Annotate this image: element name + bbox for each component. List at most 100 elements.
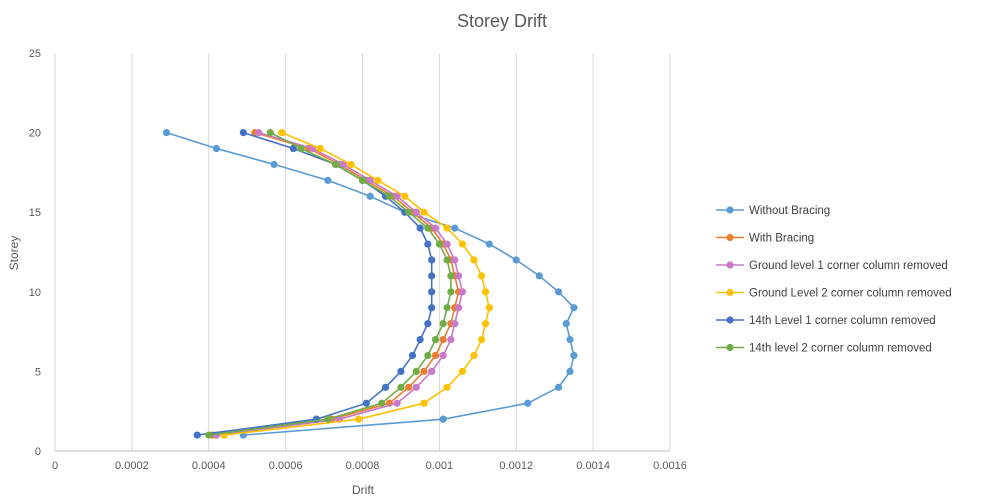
series-line: [224, 131, 491, 436]
data-point: [439, 415, 447, 423]
y-axis-label: Storey: [7, 236, 21, 271]
data-point: [535, 272, 543, 280]
data-point: [331, 160, 340, 169]
legend-label: Ground level 1 corner column removed: [749, 260, 948, 272]
data-point: [485, 304, 493, 312]
data-point: [554, 383, 563, 391]
data-point: [481, 320, 490, 328]
data-point: [278, 129, 286, 137]
data-point: [420, 208, 428, 216]
data-point: [443, 256, 451, 264]
data-point: [458, 240, 467, 248]
data-point: [424, 224, 432, 232]
legend: Without Bracing With Bracing Ground level …: [716, 205, 952, 355]
data-point: [447, 272, 455, 280]
x-tick-label: 0.0006: [269, 460, 303, 472]
data-point: [439, 351, 447, 360]
x-tick-label: 0.0004: [192, 460, 226, 472]
data-point: [424, 240, 432, 248]
grid-lines: [54, 53, 671, 452]
data-point: [401, 192, 409, 200]
data-point: [570, 304, 578, 312]
data-point: [266, 129, 274, 137]
data-point: [316, 144, 324, 153]
legend-item: 14th Level 1 corner column removed: [716, 315, 936, 327]
data-point: [428, 367, 436, 375]
data-point: [366, 176, 374, 184]
data-point: [428, 304, 436, 312]
y-tick-label: 10: [29, 287, 41, 299]
data-point: [412, 208, 420, 216]
data-point: [439, 335, 447, 344]
data-point: [289, 144, 297, 153]
legend-item: 14th level 2 corner column removed: [716, 343, 932, 355]
data-point: [431, 351, 440, 360]
data-point: [405, 383, 413, 391]
x-tick-label: 0.0014: [576, 460, 610, 472]
data-point: [397, 367, 405, 375]
data-point: [378, 399, 386, 407]
data-point: [424, 351, 432, 360]
x-tick-label: 0: [52, 460, 58, 472]
data-point: [435, 240, 443, 248]
data-point: [416, 224, 424, 232]
data-point: [347, 160, 355, 169]
data-point: [485, 240, 493, 248]
data-point: [270, 160, 278, 169]
data-point: [443, 304, 451, 312]
data-point: [339, 160, 347, 169]
x-axis-ticks: 0 0.0002 0.0004 0.0006 0.0008 0.001 0.0012 0.00…: [52, 460, 687, 472]
series-2: [208, 129, 463, 439]
data-point: [443, 240, 451, 248]
data-point: [481, 288, 490, 296]
data-point: [470, 256, 478, 264]
series-1: [162, 129, 578, 439]
legend-label: Ground Level 2 corner column removed: [749, 288, 952, 300]
data-point: [570, 351, 578, 360]
chart-title: Storey Drift: [457, 11, 547, 31]
x-tick-label: 0.0008: [346, 460, 380, 472]
legend-item: Ground Level 2 corner column removed: [716, 288, 952, 300]
x-tick-label: 0.0002: [115, 460, 149, 472]
data-point: [162, 129, 171, 137]
data-point: [424, 320, 432, 328]
data-point: [431, 224, 440, 232]
data-point: [512, 256, 520, 264]
legend-label: 14th Level 1 corner column removed: [749, 315, 936, 327]
data-point: [431, 335, 440, 344]
data-point: [458, 288, 467, 296]
legend-swatch-marker: [726, 316, 734, 324]
data-point: [443, 383, 451, 391]
data-point: [428, 256, 436, 264]
legend-swatch-marker: [726, 261, 734, 269]
data-point: [324, 176, 332, 184]
series-4: [220, 129, 493, 439]
data-point: [443, 224, 451, 232]
data-point: [454, 304, 463, 312]
series-6: [205, 129, 455, 439]
data-point: [205, 431, 213, 439]
data-point: [393, 399, 401, 407]
y-tick-label: 25: [29, 48, 41, 60]
data-point: [412, 383, 420, 391]
series-line: [212, 131, 460, 436]
data-point: [297, 144, 305, 153]
series-line: [208, 131, 452, 436]
data-point: [562, 320, 570, 328]
data-point: [566, 367, 574, 375]
y-tick-label: 0: [35, 446, 41, 458]
legend-label: 14th level 2 corner column removed: [749, 343, 932, 355]
data-point: [451, 256, 459, 264]
data-point: [420, 367, 428, 375]
data-point: [255, 129, 263, 137]
x-tick-label: 0.0012: [499, 460, 533, 472]
data-point: [524, 399, 532, 407]
data-point: [447, 288, 455, 296]
data-point: [428, 288, 436, 296]
y-tick-label: 5: [35, 366, 41, 378]
series-group: [162, 129, 578, 439]
y-tick-label: 20: [29, 128, 41, 140]
data-point: [439, 320, 447, 328]
data-point: [428, 272, 436, 280]
